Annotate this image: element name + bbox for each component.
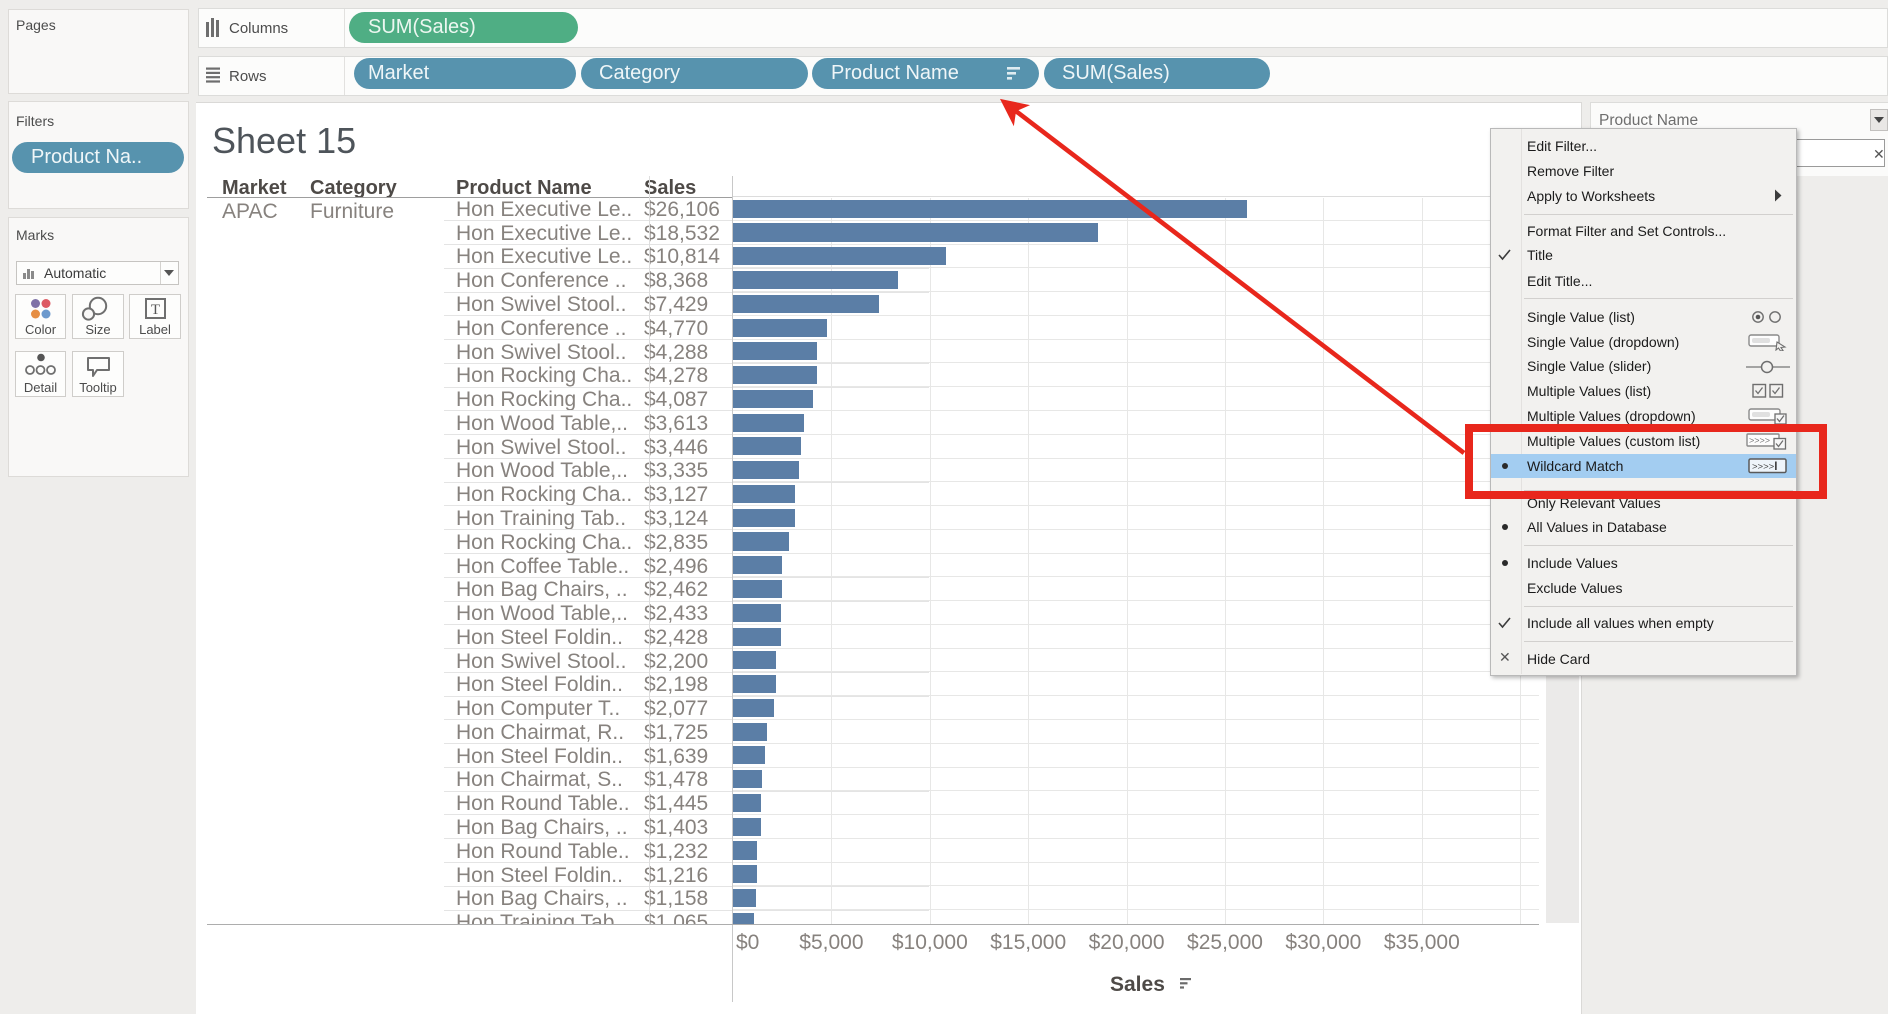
svg-text:>>>>: >>>> bbox=[1749, 436, 1770, 446]
svg-text:T: T bbox=[151, 302, 160, 318]
svg-text:>>>>: >>>> bbox=[1752, 462, 1775, 473]
